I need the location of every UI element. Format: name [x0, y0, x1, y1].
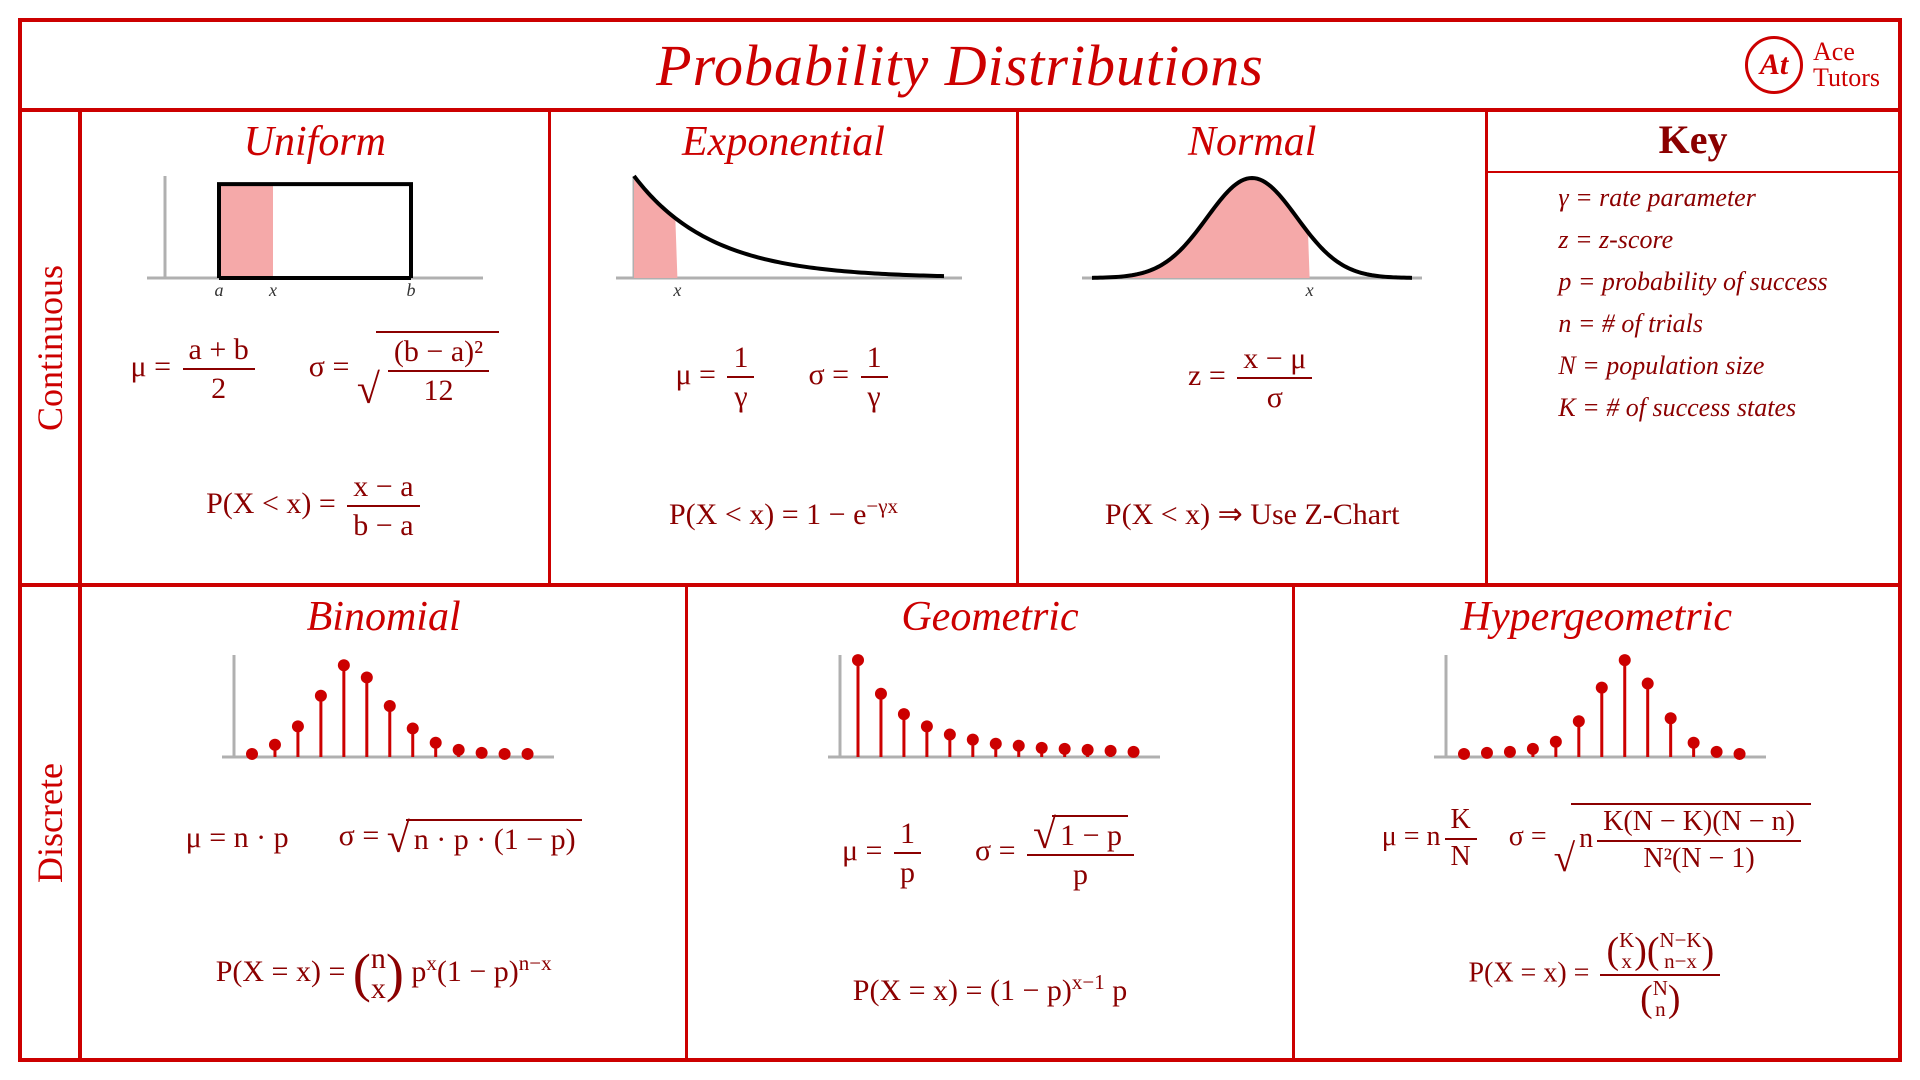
brand-line2: Tutors: [1813, 65, 1880, 91]
cheat-sheet: Probability Distributions At Ace Tutors …: [18, 18, 1902, 1062]
title-row: Probability Distributions At Ace Tutors: [22, 22, 1898, 112]
binomial-title: Binomial: [307, 593, 461, 641]
hypergeometric-mu: μ = nKN: [1382, 805, 1481, 873]
key-cell: Key γ = rate parameter z = z-score p = p…: [1488, 112, 1898, 583]
exponential-chart: x: [604, 170, 964, 300]
normal-cell: Normal x z = x − μσ P(X < x) ⇒ Use Z-Cha…: [1019, 112, 1488, 583]
key-item: z = z-score: [1558, 225, 1827, 255]
discrete-row: Discrete Binomial μ = n · p σ = √n · p ·…: [22, 587, 1898, 1058]
key-item: N = population size: [1558, 351, 1827, 381]
key-item: γ = rate parameter: [1558, 183, 1827, 213]
uniform-title: Uniform: [244, 118, 386, 166]
binomial-cell: Binomial μ = n · p σ = √n · p · (1 − p) …: [82, 587, 688, 1058]
uniform-cell: Uniform a x b μ = a + b2 σ = √(b − a)²12: [82, 112, 551, 583]
geometric-cell: Geometric μ = 1p σ = √1 − p: [688, 587, 1294, 1058]
svg-text:a: a: [214, 280, 223, 300]
normal-chart: x: [1072, 170, 1432, 300]
uniform-sigma: σ = √(b − a)²12: [309, 331, 499, 407]
exponential-cell: Exponential x μ = 1γ σ = 1γ: [551, 112, 1020, 583]
hypergeometric-chart: [1416, 645, 1776, 775]
svg-text:x: x: [1305, 280, 1314, 300]
binomial-mu: μ = n · p: [186, 821, 289, 855]
hypergeometric-pmf: P(X = x) = (Kx)(N−Kn−x) (Nn): [1468, 930, 1724, 1020]
uniform-cdf: P(X < x) = x − ab − a: [206, 470, 423, 542]
svg-text:x: x: [268, 280, 277, 300]
brand-line1: Ace: [1813, 39, 1880, 65]
key-item: n = # of trials: [1558, 309, 1827, 339]
normal-z: z = x − μσ: [1188, 342, 1316, 414]
geometric-title: Geometric: [901, 593, 1078, 641]
exponential-sigma: σ = 1γ: [808, 341, 891, 413]
hypergeometric-cell: Hypergeometric μ = nKN σ = √nK(N − K)(N …: [1295, 587, 1898, 1058]
continuous-row: Continuous Uniform a x b μ = a + b2: [22, 112, 1898, 587]
key-item: K = # of success states: [1558, 393, 1827, 423]
discrete-label: Discrete: [22, 587, 82, 1058]
binomial-chart: [204, 645, 564, 775]
brand-logo-icon: At: [1745, 36, 1803, 94]
exponential-cdf: P(X < x) = 1 − e−γx: [669, 494, 898, 532]
binomial-sigma: σ = √n · p · (1 − p): [339, 819, 582, 857]
key-list: γ = rate parameter z = z-score p = proba…: [1540, 173, 1845, 433]
hypergeometric-sigma: σ = √nK(N − K)(N − n)N²(N − 1): [1509, 803, 1811, 875]
key-header: Key: [1488, 112, 1898, 173]
geometric-mu: μ = 1p: [842, 817, 925, 889]
hypergeometric-title: Hypergeometric: [1461, 593, 1732, 641]
continuous-label: Continuous: [22, 112, 82, 583]
svg-text:x: x: [672, 280, 681, 300]
binomial-pmf: P(X = x) = (nx) px(1 − p)n−x: [216, 944, 552, 1004]
normal-cdf: P(X < x) ⇒ Use Z-Chart: [1105, 497, 1400, 532]
geometric-chart: [810, 645, 1170, 775]
uniform-mu: μ = a + b2: [131, 333, 259, 405]
page-title: Probability Distributions: [656, 32, 1264, 99]
normal-title: Normal: [1188, 118, 1316, 166]
brand: At Ace Tutors: [1745, 36, 1880, 94]
uniform-chart: axb: [135, 170, 495, 300]
geometric-pmf: P(X = x) = (1 − p)x−1 p: [853, 970, 1127, 1008]
svg-text:b: b: [406, 280, 415, 300]
key-item: p = probability of success: [1558, 267, 1827, 297]
exponential-title: Exponential: [682, 118, 885, 166]
geometric-sigma: σ = √1 − p p: [975, 815, 1138, 892]
exponential-mu: μ = 1γ: [675, 341, 758, 413]
